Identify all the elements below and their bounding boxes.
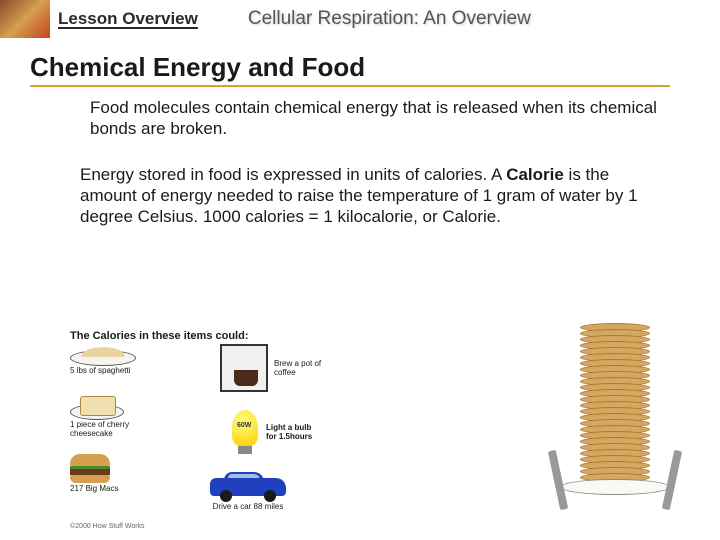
paragraph-2: Energy stored in food is expressed in un… [80,164,660,228]
lightbulb-icon: 60W [232,410,258,454]
bulb-item: 60W Light a bulb for 1.5hours [232,410,322,454]
bulb-caption: Light a bulb for 1.5hours [266,423,322,441]
copyright-text: ©2000 How Stuff Works [70,523,145,530]
coffee-maker-icon [220,344,268,392]
burger-icon [70,454,110,484]
car-caption: Drive a car 88 miles [210,502,286,511]
car-item: Drive a car 88 miles [210,472,286,511]
header-bar: Lesson Overview Cellular Respiration: An… [0,0,720,38]
bigmac-caption: 217 Big Macs [70,484,118,493]
header-decorative-image [0,0,50,38]
spaghetti-item: 5 lbs of spaghetti [70,350,136,375]
cheesecake-item: 1 piece of cherry cheesecake [70,396,140,438]
car-icon [210,472,286,502]
bulb-wattage: 60W [237,422,251,429]
section-heading: Chemical Energy and Food [30,52,670,87]
pancake-stack-image [540,320,690,530]
cheesecake-caption: 1 piece of cherry cheesecake [70,420,140,438]
lesson-overview-label: Lesson Overview [58,9,198,29]
page-title: Cellular Respiration: An Overview [248,8,531,30]
paragraph-1: Food molecules contain chemical energy t… [90,97,660,140]
cheesecake-icon [80,396,116,416]
stack-plate-icon [560,479,670,495]
coffee-item: Brew a pot of coffee [220,344,324,392]
spaghetti-caption: 5 lbs of spaghetti [70,366,136,375]
para2-bold-term: Calorie [506,165,564,184]
plate-icon [70,350,136,366]
para2-part-a: Energy stored in food is expressed in un… [80,165,506,184]
bigmac-item: 217 Big Macs [70,454,118,493]
coffee-caption: Brew a pot of coffee [274,359,324,377]
